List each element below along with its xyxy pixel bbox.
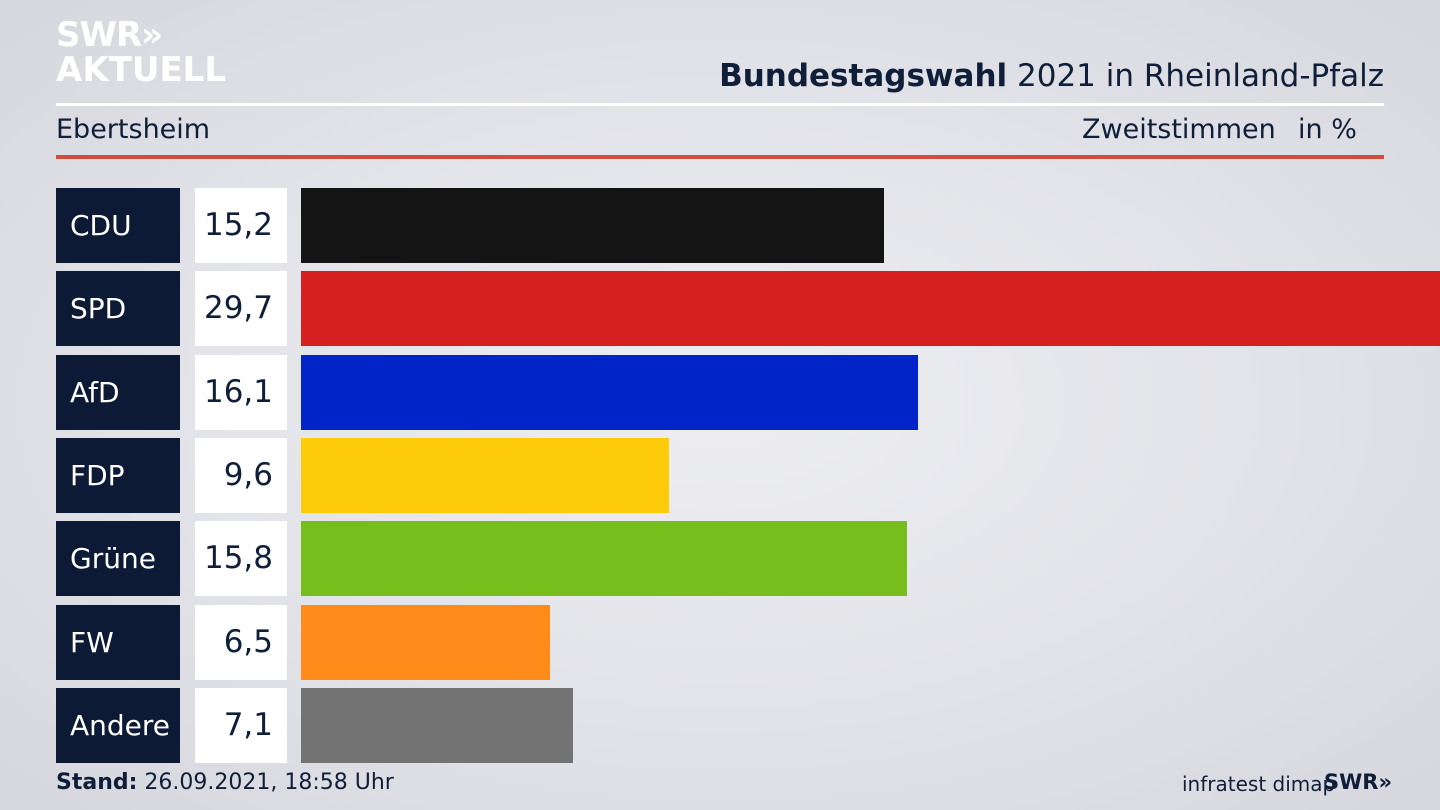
unit-label: in %	[1298, 114, 1357, 145]
swr-aktuell-logo: SWR» AKTUELL	[56, 18, 226, 88]
timestamp: Stand: 26.09.2021, 18:58 Uhr	[56, 770, 394, 795]
value-label: 9,6	[195, 437, 287, 513]
value-label: 15,8	[195, 521, 287, 597]
logo-swr-text: SWR	[56, 15, 142, 55]
title-bold: Bundestagswahl	[719, 58, 1008, 94]
party-label: Andere	[56, 687, 180, 763]
party-label: CDU	[56, 188, 180, 263]
value-label: 7,1	[195, 687, 287, 763]
bar	[301, 687, 573, 763]
swr-logo-footer: SWR»	[1324, 770, 1393, 794]
logo-arrows-icon: »	[141, 15, 163, 55]
party-label: Grüne	[56, 521, 180, 597]
header-divider	[56, 103, 1384, 106]
title-rest: 2021 in Rheinland-Pfalz	[1007, 58, 1384, 94]
bar	[301, 271, 1440, 347]
logo-aktuell-text: AKTUELL	[56, 50, 227, 90]
source-label: infratest dimap	[1182, 772, 1336, 796]
value-label: 16,1	[195, 354, 287, 430]
stand-label: Stand:	[56, 770, 138, 795]
bar	[301, 354, 918, 430]
party-label: SPD	[56, 271, 180, 347]
stand-value: 26.09.2021, 18:58 Uhr	[137, 770, 394, 795]
bar	[301, 604, 550, 680]
chart-title: Bundestagswahl 2021 in Rheinland-Pfalz	[719, 58, 1384, 94]
bar	[301, 188, 884, 263]
bar	[301, 437, 669, 513]
party-label: AfD	[56, 354, 180, 430]
party-label: FW	[56, 604, 180, 680]
value-label: 29,7	[195, 271, 287, 347]
value-label: 6,5	[195, 604, 287, 680]
value-label: 15,2	[195, 188, 287, 263]
place-name: Ebertsheim	[56, 114, 211, 145]
party-label: FDP	[56, 437, 180, 513]
vote-type: Zweitstimmen	[1082, 114, 1276, 145]
subheader-divider	[56, 155, 1384, 159]
bar	[301, 521, 907, 597]
